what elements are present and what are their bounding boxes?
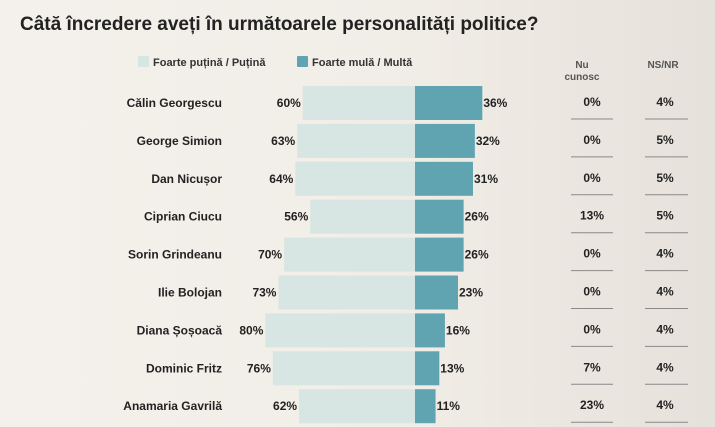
value-nu-cunosc-2: 0% <box>583 171 601 185</box>
value-label-high-2: 31% <box>474 172 498 186</box>
value-ns-nr-3: 5% <box>656 209 674 223</box>
bar-high-8 <box>415 389 436 424</box>
legend-label-low: Foarte puțină / Puțină <box>153 57 266 69</box>
bar-low-1 <box>297 123 415 158</box>
bar-low-6 <box>265 313 415 348</box>
category-label-7: Dominic Fritz <box>146 361 222 375</box>
bar-low-8 <box>299 389 415 424</box>
value-label-high-6: 16% <box>446 323 470 337</box>
legend-swatch-low <box>138 56 149 67</box>
bar-low-5 <box>278 275 415 310</box>
legend-label-high: Foarte mulă / Multă <box>312 57 413 69</box>
value-label-low-5: 73% <box>252 286 276 300</box>
value-ns-nr-6: 4% <box>656 322 674 336</box>
bar-high-1 <box>415 123 475 158</box>
category-label-6: Diana Șoșoacă <box>137 323 223 337</box>
value-label-low-8: 62% <box>273 399 297 413</box>
category-label-0: Călin Georgescu <box>127 96 222 110</box>
value-ns-nr-1: 5% <box>656 133 674 147</box>
value-ns-nr-2: 5% <box>656 171 674 185</box>
value-ns-nr-5: 4% <box>656 285 674 299</box>
category-label-2: Dan Nicușor <box>151 172 222 186</box>
category-label-8: Anamaria Gavrilă <box>123 399 222 413</box>
value-label-high-7: 13% <box>440 361 464 375</box>
value-label-low-7: 76% <box>247 361 271 375</box>
value-nu-cunosc-4: 0% <box>583 247 601 261</box>
value-nu-cunosc-0: 0% <box>583 95 601 109</box>
value-nu-cunosc-7: 7% <box>583 360 601 374</box>
value-nu-cunosc-5: 0% <box>583 285 601 299</box>
bar-low-3 <box>310 199 415 234</box>
value-nu-cunosc-6: 0% <box>583 322 601 336</box>
category-label-4: Sorin Grindeanu <box>128 248 222 262</box>
value-label-low-1: 63% <box>271 134 295 148</box>
value-label-high-1: 32% <box>476 134 500 148</box>
value-label-low-6: 80% <box>239 323 263 337</box>
legend-item-low: Foarte puțină / Puțină <box>138 56 265 69</box>
value-ns-nr-0: 4% <box>656 95 674 109</box>
value-ns-nr-4: 4% <box>656 247 674 261</box>
value-label-low-4: 70% <box>258 248 282 262</box>
value-label-high-3: 26% <box>465 210 489 224</box>
bar-high-3 <box>415 199 464 234</box>
category-label-3: Ciprian Ciucu <box>144 210 222 224</box>
value-nu-cunosc-1: 0% <box>583 133 601 147</box>
value-label-high-0: 36% <box>483 96 507 110</box>
category-label-5: Ilie Bolojan <box>158 286 222 300</box>
bar-high-2 <box>415 161 473 196</box>
bar-high-0 <box>415 86 483 120</box>
bar-high-6 <box>415 313 445 348</box>
bar-low-0 <box>302 86 415 120</box>
column-header-ns-nr: NS/NR <box>647 60 679 71</box>
value-label-high-5: 23% <box>459 286 483 300</box>
bar-high-4 <box>415 237 464 272</box>
column-header-nu-cunosc: Nu cunosc <box>564 60 600 83</box>
value-ns-nr-8: 4% <box>656 398 674 412</box>
value-nu-cunosc-8: 23% <box>580 398 604 412</box>
value-label-high-8: 11% <box>437 399 461 413</box>
value-label-low-3: 56% <box>284 210 308 224</box>
legend-swatch-high <box>297 56 308 67</box>
value-nu-cunosc-3: 13% <box>580 209 604 223</box>
bar-high-7 <box>415 351 440 386</box>
value-label-high-4: 26% <box>465 248 489 262</box>
category-label-1: George Simion <box>137 134 222 148</box>
chart-title: Câtă încredere aveți în următoarele pers… <box>20 14 539 35</box>
value-label-low-2: 64% <box>269 172 293 186</box>
bar-low-4 <box>284 237 415 272</box>
bar-high-5 <box>415 275 459 310</box>
bar-low-2 <box>295 161 415 196</box>
bar-low-7 <box>272 351 415 386</box>
value-label-low-0: 60% <box>277 96 301 110</box>
legend-item-high: Foarte mulă / Multă <box>297 56 412 69</box>
value-ns-nr-7: 4% <box>656 360 674 374</box>
